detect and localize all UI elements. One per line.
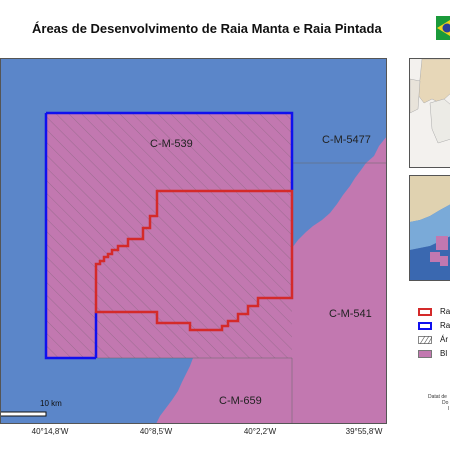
legend-label-3: Ár bbox=[440, 335, 448, 344]
legend-label-4: Bl bbox=[440, 349, 448, 358]
legend-symbol-blue-outline bbox=[418, 322, 432, 330]
inset-map-bottom[interactable] bbox=[409, 175, 450, 281]
credits-line-3: I bbox=[448, 406, 450, 412]
credits-line-2: Do bbox=[442, 400, 449, 406]
brazil-flag-icon bbox=[436, 16, 450, 40]
scale-label: 10 km bbox=[40, 399, 62, 408]
legend-label-1: Ra bbox=[440, 307, 450, 316]
legend-symbol-hatch bbox=[418, 336, 432, 344]
legend-symbol-red-outline bbox=[418, 308, 432, 316]
inset-map-top[interactable] bbox=[409, 58, 450, 168]
main-map[interactable]: C-M-539 C-M-5477 C-M-541 C-M-659 bbox=[0, 58, 387, 424]
map-title: Áreas de Desenvolvimento de Raia Manta e… bbox=[32, 21, 382, 36]
coord-label-4: 39°55,8'W bbox=[345, 427, 383, 436]
label-c-m-539: C-M-539 bbox=[150, 138, 193, 150]
coord-label-2: 40°8,5'W bbox=[139, 427, 173, 436]
legend-symbol-pink-fill bbox=[418, 350, 432, 358]
credits-line-1: Datat de bbox=[428, 394, 447, 400]
blue-outline-area[interactable] bbox=[44, 111, 294, 360]
block-c-m-659-area[interactable] bbox=[156, 358, 387, 424]
credits-block: Datat de Do I bbox=[428, 394, 449, 412]
coord-label-3: 40°2,2'W bbox=[243, 427, 277, 436]
block-c-m-5477-area[interactable] bbox=[292, 136, 387, 358]
coord-label-1: 40°14,8'W bbox=[31, 427, 69, 436]
label-c-m-5477: C-M-5477 bbox=[322, 134, 371, 146]
scale-bar bbox=[0, 411, 47, 417]
legend-label-2: Ra bbox=[440, 321, 450, 330]
label-c-m-541: C-M-541 bbox=[329, 308, 372, 320]
label-c-m-659: C-M-659 bbox=[219, 395, 262, 407]
hatched-area bbox=[46, 113, 292, 358]
red-outline-area[interactable] bbox=[94, 189, 294, 332]
